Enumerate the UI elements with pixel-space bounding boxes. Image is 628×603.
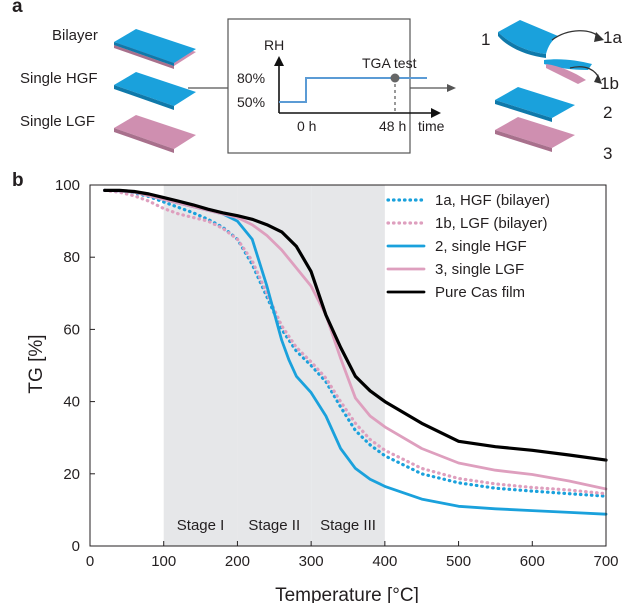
rh-inset-box [227,18,411,154]
stage-label-1: Stage I [177,517,225,534]
plot-frame [89,184,607,547]
x-tick-label-5: 500 [446,553,471,570]
bilayer-film [114,29,196,69]
stage-label-2: Stage II [248,517,300,534]
single-lgf-film [114,115,196,153]
panel-a-illustration [114,18,604,154]
series-line-5 [103,188,608,462]
right-label-1a: 1a [603,28,622,47]
panel-a-label: a [12,0,23,17]
x-tick-label-0: 0 [86,553,94,570]
right-label-1b: 1b [600,74,619,93]
inset-xlabel: time [418,118,445,134]
x-tick-label-1: 100 [151,553,176,570]
inset-ylabel: RH [264,37,285,53]
right-label-3: 3 [603,144,613,163]
tga-test-marker [390,73,400,83]
inset-annotation: TGA test [362,55,417,71]
x-tick-label-7: 700 [593,553,618,570]
stage-region-3 [311,185,385,546]
x-tick-label-2: 200 [225,553,250,570]
legend-label-4: 3, single LGF [435,261,524,278]
y-axis-label: TG [%] [26,334,47,393]
peeled-bilayer [498,20,592,84]
y-tick-label-2: 40 [63,394,80,411]
rh-profile-line [279,77,427,103]
right-label-1: 1 [481,30,491,49]
single-hgf-film [114,72,196,110]
stage-region-1 [163,185,238,546]
x-axis-label: Temperature [°C] [275,585,419,603]
result-hgf-film [495,87,575,122]
right-label-2: 2 [603,103,613,122]
inset-xtick-48h: 48 h [379,118,407,134]
inset-ytick-50: 50% [237,94,266,110]
y-tick-label-1: 20 [63,466,80,483]
result-lgf-film [495,117,575,152]
x-tick-label-4: 400 [372,553,397,570]
series-line-2 [103,188,608,496]
panel-b-label: b [12,170,24,191]
x-tick-label-6: 600 [520,553,545,570]
series-line-1 [103,188,608,498]
legend-label-1: 1a, HGF (bilayer) [435,192,550,209]
label-single-hgf: Single HGF [20,70,98,87]
y-tick-label-5: 100 [55,177,80,194]
inset-ytick-80: 80% [237,70,266,86]
series-line-4 [103,189,608,491]
legend-label-2: 1b, LGF (bilayer) [435,215,548,232]
label-single-lgf: Single LGF [20,113,96,130]
label-bilayer: Bilayer [52,27,98,44]
legend-label-5: Pure Cas film [435,284,525,301]
stage-label-3: Stage III [320,517,376,534]
y-tick-label-4: 80 [63,249,80,266]
legend-label-3: 2, single HGF [435,238,527,255]
x-tick-label-3: 300 [299,553,324,570]
tg-chart: Stage I Stage II Stage III 0 100 200 300 400 50… [26,177,619,603]
y-tick-label-3: 60 [63,321,80,338]
inset-xtick-0h: 0 h [297,118,317,134]
y-tick-label-0: 0 [72,538,80,555]
stage-region-2 [237,185,312,546]
